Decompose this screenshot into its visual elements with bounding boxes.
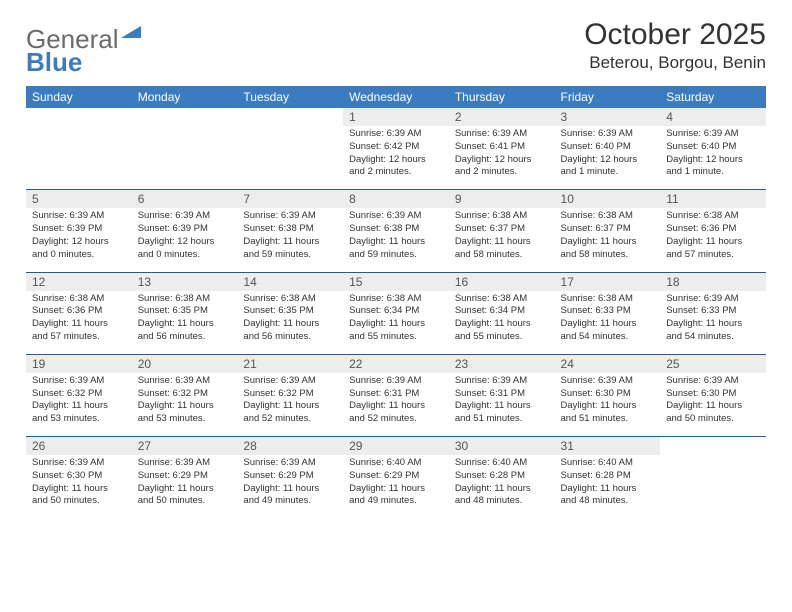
day-details: Sunrise: 6:38 AMSunset: 6:36 PMDaylight:… [26, 291, 132, 355]
day-details: Sunrise: 6:38 AMSunset: 6:33 PMDaylight:… [555, 291, 661, 355]
day-number: 26 [26, 437, 132, 455]
day-details: Sunrise: 6:40 AMSunset: 6:28 PMDaylight:… [449, 455, 555, 518]
day-number: 16 [449, 273, 555, 291]
daynum-row: 12131415161718 [26, 273, 766, 291]
day-number [26, 108, 132, 126]
daynum-row: 262728293031 [26, 437, 766, 455]
day-number: 8 [343, 190, 449, 208]
dow-wednesday: Wednesday [343, 86, 449, 108]
day-number [237, 108, 343, 126]
day-number [132, 108, 238, 126]
dow-thursday: Thursday [449, 86, 555, 108]
day-number: 23 [449, 355, 555, 373]
location: Beterou, Borgou, Benin [584, 53, 766, 73]
logo-text-blue: Blue [26, 47, 82, 77]
day-details: Sunrise: 6:39 AMSunset: 6:41 PMDaylight:… [449, 126, 555, 190]
dow-friday: Friday [555, 86, 661, 108]
day-details [26, 126, 132, 190]
day-details: Sunrise: 6:39 AMSunset: 6:30 PMDaylight:… [26, 455, 132, 518]
dow-monday: Monday [132, 86, 238, 108]
day-number: 2 [449, 108, 555, 126]
dow-saturday: Saturday [660, 86, 766, 108]
day-number: 21 [237, 355, 343, 373]
day-number: 31 [555, 437, 661, 455]
day-number: 28 [237, 437, 343, 455]
detail-row: Sunrise: 6:39 AMSunset: 6:39 PMDaylight:… [26, 208, 766, 272]
detail-row: Sunrise: 6:39 AMSunset: 6:32 PMDaylight:… [26, 373, 766, 437]
day-number: 24 [555, 355, 661, 373]
logo-triangle-icon [121, 24, 143, 45]
day-details: Sunrise: 6:39 AMSunset: 6:38 PMDaylight:… [237, 208, 343, 272]
day-number: 7 [237, 190, 343, 208]
day-number: 14 [237, 273, 343, 291]
day-details: Sunrise: 6:39 AMSunset: 6:32 PMDaylight:… [132, 373, 238, 437]
day-details: Sunrise: 6:39 AMSunset: 6:32 PMDaylight:… [237, 373, 343, 437]
day-number: 20 [132, 355, 238, 373]
day-details: Sunrise: 6:39 AMSunset: 6:39 PMDaylight:… [132, 208, 238, 272]
day-details: Sunrise: 6:40 AMSunset: 6:29 PMDaylight:… [343, 455, 449, 518]
day-number [660, 437, 766, 455]
day-details: Sunrise: 6:39 AMSunset: 6:30 PMDaylight:… [555, 373, 661, 437]
day-details [237, 126, 343, 190]
day-number: 3 [555, 108, 661, 126]
day-details: Sunrise: 6:38 AMSunset: 6:37 PMDaylight:… [555, 208, 661, 272]
day-number: 17 [555, 273, 661, 291]
day-details: Sunrise: 6:39 AMSunset: 6:32 PMDaylight:… [26, 373, 132, 437]
day-number: 29 [343, 437, 449, 455]
day-details [660, 455, 766, 518]
day-number: 1 [343, 108, 449, 126]
daynum-row: 1234 [26, 108, 766, 126]
day-number: 4 [660, 108, 766, 126]
day-number: 11 [660, 190, 766, 208]
day-details: Sunrise: 6:38 AMSunset: 6:35 PMDaylight:… [237, 291, 343, 355]
day-number: 27 [132, 437, 238, 455]
day-details: Sunrise: 6:39 AMSunset: 6:30 PMDaylight:… [660, 373, 766, 437]
dow-sunday: Sunday [26, 86, 132, 108]
logo: General Blue [26, 24, 143, 78]
day-number: 6 [132, 190, 238, 208]
day-number: 10 [555, 190, 661, 208]
detail-row: Sunrise: 6:38 AMSunset: 6:36 PMDaylight:… [26, 291, 766, 355]
day-details: Sunrise: 6:39 AMSunset: 6:40 PMDaylight:… [660, 126, 766, 190]
day-details: Sunrise: 6:39 AMSunset: 6:39 PMDaylight:… [26, 208, 132, 272]
day-details: Sunrise: 6:39 AMSunset: 6:42 PMDaylight:… [343, 126, 449, 190]
day-details: Sunrise: 6:38 AMSunset: 6:34 PMDaylight:… [343, 291, 449, 355]
day-details: Sunrise: 6:39 AMSunset: 6:38 PMDaylight:… [343, 208, 449, 272]
month-title: October 2025 [584, 18, 766, 51]
day-of-week-row: SundayMondayTuesdayWednesdayThursdayFrid… [26, 86, 766, 108]
calendar-table: SundayMondayTuesdayWednesdayThursdayFrid… [26, 86, 766, 518]
day-details: Sunrise: 6:39 AMSunset: 6:31 PMDaylight:… [343, 373, 449, 437]
day-details: Sunrise: 6:38 AMSunset: 6:34 PMDaylight:… [449, 291, 555, 355]
day-number: 9 [449, 190, 555, 208]
day-number: 22 [343, 355, 449, 373]
title-block: October 2025 Beterou, Borgou, Benin [584, 18, 766, 73]
day-details: Sunrise: 6:38 AMSunset: 6:36 PMDaylight:… [660, 208, 766, 272]
detail-row: Sunrise: 6:39 AMSunset: 6:30 PMDaylight:… [26, 455, 766, 518]
detail-row: Sunrise: 6:39 AMSunset: 6:42 PMDaylight:… [26, 126, 766, 190]
day-number: 12 [26, 273, 132, 291]
day-details: Sunrise: 6:40 AMSunset: 6:28 PMDaylight:… [555, 455, 661, 518]
day-details [132, 126, 238, 190]
day-number: 25 [660, 355, 766, 373]
day-number: 30 [449, 437, 555, 455]
header: General Blue October 2025 Beterou, Borgo… [26, 18, 766, 78]
day-details: Sunrise: 6:38 AMSunset: 6:37 PMDaylight:… [449, 208, 555, 272]
day-details: Sunrise: 6:38 AMSunset: 6:35 PMDaylight:… [132, 291, 238, 355]
day-details: Sunrise: 6:39 AMSunset: 6:40 PMDaylight:… [555, 126, 661, 190]
day-details: Sunrise: 6:39 AMSunset: 6:29 PMDaylight:… [237, 455, 343, 518]
day-details: Sunrise: 6:39 AMSunset: 6:29 PMDaylight:… [132, 455, 238, 518]
day-number: 18 [660, 273, 766, 291]
day-number: 19 [26, 355, 132, 373]
daynum-row: 567891011 [26, 190, 766, 208]
dow-tuesday: Tuesday [237, 86, 343, 108]
day-details: Sunrise: 6:39 AMSunset: 6:31 PMDaylight:… [449, 373, 555, 437]
daynum-row: 19202122232425 [26, 355, 766, 373]
day-number: 13 [132, 273, 238, 291]
day-number: 15 [343, 273, 449, 291]
day-number: 5 [26, 190, 132, 208]
day-details: Sunrise: 6:39 AMSunset: 6:33 PMDaylight:… [660, 291, 766, 355]
